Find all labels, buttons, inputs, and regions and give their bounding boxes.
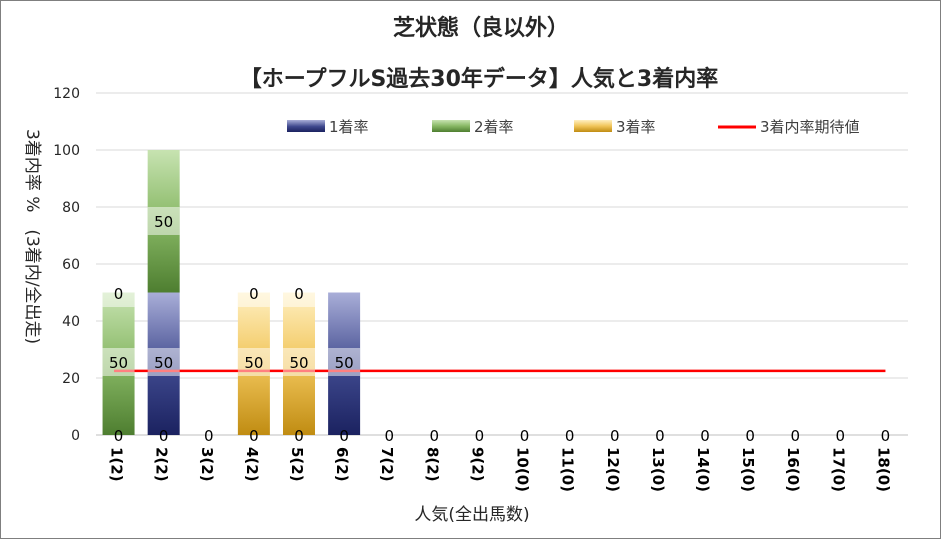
data-label-bg [283, 348, 315, 376]
x-axis-title: 人気(全出馬数) [414, 505, 529, 525]
x-tick-label: 15(0) [739, 447, 757, 492]
chart-title: 芝状態（良以外） [393, 15, 569, 41]
data-label-top: 0 [249, 285, 259, 303]
gridlines [96, 92, 908, 436]
legend-label-2nd: 2着率 [474, 118, 514, 136]
data-label-bg [283, 279, 315, 307]
y-tick-label: 80 [62, 200, 80, 216]
data-label-bottom: 0 [836, 427, 846, 445]
data-label-bottom: 0 [475, 427, 485, 445]
data-label-top: 50 [154, 213, 173, 231]
data-label-bg [102, 348, 135, 376]
data-label-bottom: 0 [610, 427, 620, 445]
data-label-middle: 50 [154, 354, 173, 372]
data-label-middle: 50 [109, 354, 128, 372]
data-label-bottom: 0 [700, 427, 710, 445]
legend-label-expected: 3着内率期待値 [760, 118, 860, 136]
x-tick-label: 1(2) [108, 447, 126, 482]
y-tick-label: 20 [62, 371, 80, 387]
legend: 1着率 2着率 3着率 3着内率期待値 [287, 118, 860, 136]
x-tick-label: 8(2) [423, 447, 441, 482]
x-tick-label: 14(0) [694, 447, 712, 492]
y-tick-label: 60 [62, 257, 80, 273]
y-axis-title: 3着内率 % (3着内/全出走) [22, 129, 42, 344]
data-label-bg [237, 279, 270, 307]
data-label-bottom: 0 [249, 427, 259, 445]
x-axis-ticks: 1(2) 2(2) 3(2) 4(2) 5(2) 6(2) 7(2) 8(2) 9(2) 10(0… [108, 447, 893, 492]
y-axis-ticks: 0 20 40 60 80 100 120 [53, 86, 80, 444]
data-labels: 0 50 0 0 50 50 0 0 50 0 0 50 0 0 50 0 0 0 0 0 0 0 0 0 0 0 0 [102, 207, 891, 445]
data-label-bottom: 0 [881, 427, 891, 445]
data-label-middle: 50 [244, 354, 263, 372]
x-tick-label: 9(2) [468, 447, 486, 482]
x-tick-label: 17(0) [829, 447, 847, 492]
data-label-bottom: 0 [790, 427, 800, 445]
x-tick-label: 6(2) [333, 447, 351, 482]
legend-label-3rd: 3着率 [616, 118, 656, 136]
x-tick-label: 2(2) [153, 447, 171, 482]
data-label-bottom: 0 [565, 427, 575, 445]
data-label-bottom: 0 [204, 427, 214, 445]
x-tick-label: 5(2) [288, 447, 306, 482]
y-tick-label: 120 [53, 86, 80, 102]
data-label-top: 0 [114, 285, 124, 303]
data-label-bottom: 0 [294, 427, 304, 445]
y-tick-label: 40 [62, 314, 80, 330]
data-label-bg [237, 348, 270, 376]
x-tick-label: 12(0) [604, 447, 622, 492]
x-tick-label: 10(0) [514, 447, 532, 492]
data-label-bottom: 0 [745, 427, 755, 445]
legend-swatch-1st [287, 120, 325, 132]
data-label-bottom: 0 [339, 427, 349, 445]
data-label-bg [328, 348, 361, 376]
data-label-bottom: 0 [655, 427, 665, 445]
data-label-bg [147, 348, 180, 376]
legend-swatch-2nd [432, 120, 470, 132]
data-label-bottom: 0 [384, 427, 394, 445]
x-tick-label: 18(0) [874, 447, 892, 492]
x-tick-label: 16(0) [784, 447, 802, 492]
legend-label-1st: 1着率 [329, 118, 369, 136]
data-label-middle: 50 [289, 354, 308, 372]
x-tick-label: 11(0) [559, 447, 577, 492]
legend-swatch-3rd [574, 120, 612, 132]
x-tick-label: 13(0) [649, 447, 667, 492]
bars [102, 150, 361, 435]
data-label-bottom: 0 [159, 427, 169, 445]
data-label-bottom: 0 [430, 427, 440, 445]
data-label-bottom: 0 [520, 427, 530, 445]
data-label-bottom: 0 [114, 427, 124, 445]
x-tick-label: 3(2) [198, 447, 216, 482]
y-tick-label: 0 [71, 428, 80, 444]
x-tick-label: 4(2) [243, 447, 261, 482]
data-label-bg [102, 279, 135, 307]
y-tick-label: 100 [53, 143, 80, 159]
data-label-middle: 50 [335, 354, 354, 372]
x-tick-label: 7(2) [378, 447, 396, 482]
data-label-bg [147, 207, 180, 235]
chart-subtitle: 【ホープフルS過去30年データ】人気と3着内率 [240, 66, 718, 92]
data-label-top: 0 [294, 285, 304, 303]
